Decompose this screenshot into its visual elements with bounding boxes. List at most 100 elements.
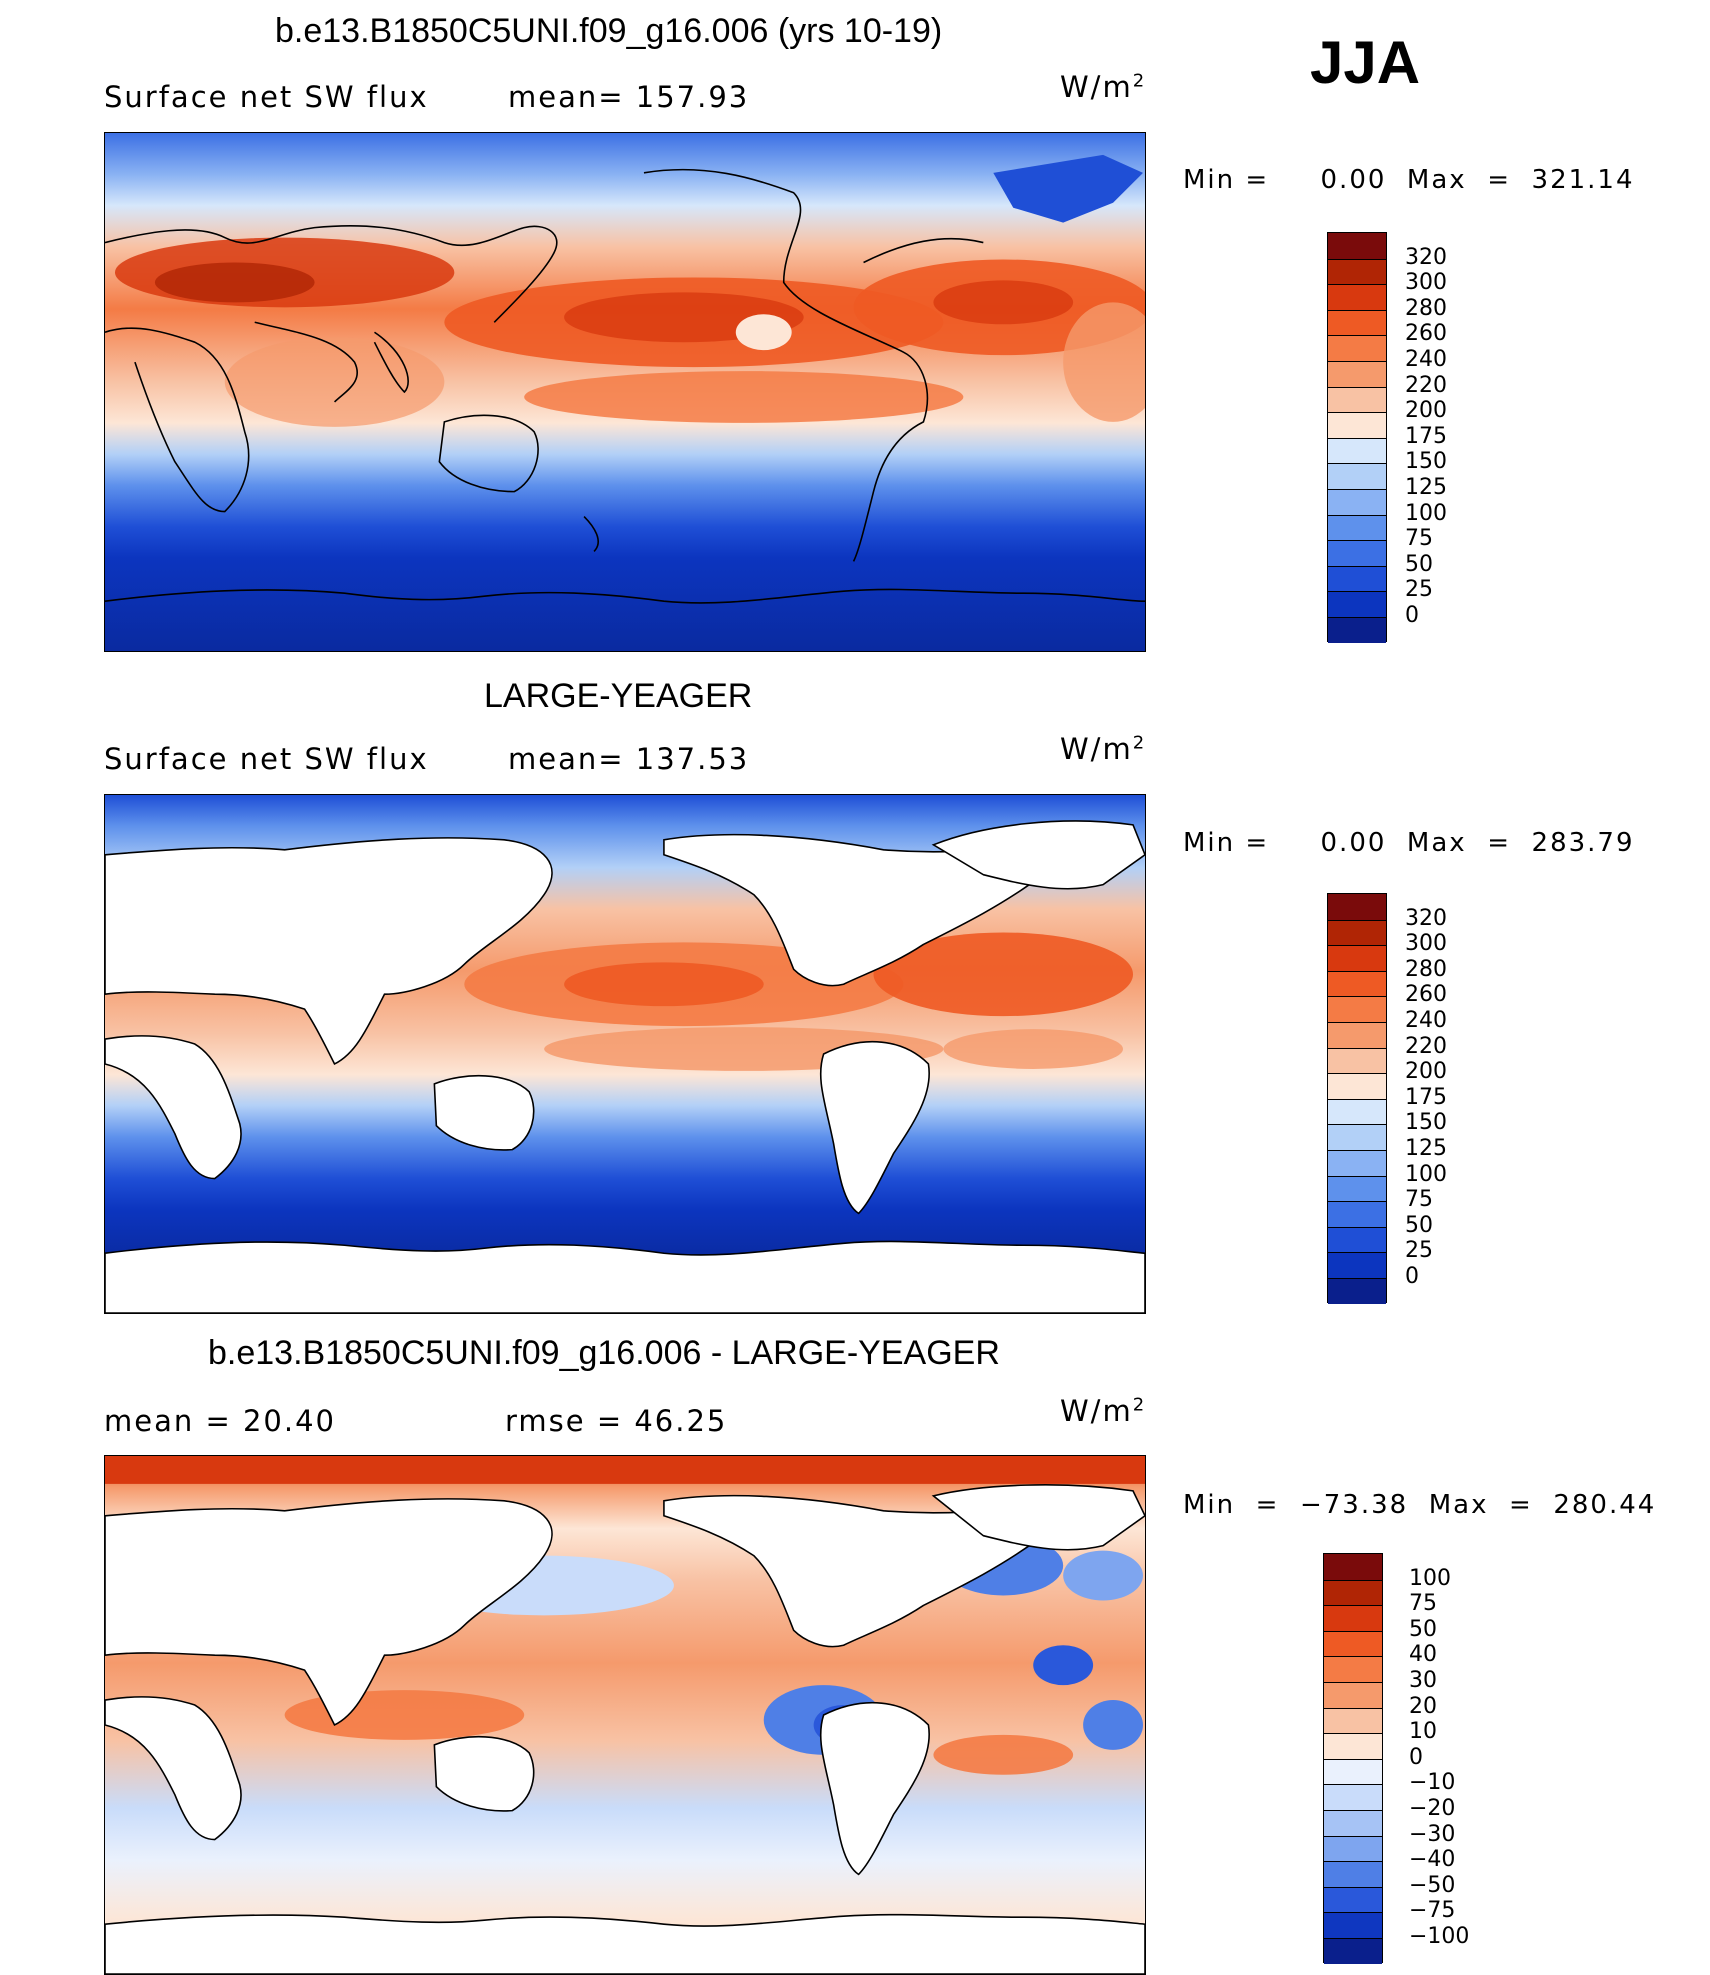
panel-3-units: W/m2 xyxy=(1060,1394,1147,1428)
panel-1-mean-label: mean= 157.93 xyxy=(508,80,750,114)
colorbar-box xyxy=(1328,1073,1386,1099)
colorbar-tick-label: 280 xyxy=(1405,956,1447,982)
colorbar-tick-label: −30 xyxy=(1409,1821,1456,1847)
colorbar-box xyxy=(1324,1656,1382,1682)
panel-1-units: W/m2 xyxy=(1060,70,1147,104)
colorbar-tick-label: 240 xyxy=(1405,347,1447,372)
panel-2-units: W/m2 xyxy=(1060,732,1147,766)
colorbar-box xyxy=(1328,386,1386,413)
colorbar-tick-label: 175 xyxy=(1405,423,1447,449)
colorbar-tick-label: 0 xyxy=(1405,603,1419,628)
panel-3-minmax: Min = −73.38 Max = 280.44 xyxy=(1183,1490,1657,1520)
colorbar-tick-label: 300 xyxy=(1405,270,1447,296)
colorbar-box xyxy=(1328,565,1386,592)
colorbar-tick-label: 280 xyxy=(1405,295,1447,321)
colorbar-tick-label: 30 xyxy=(1409,1668,1437,1693)
colorbar-tick-label: 300 xyxy=(1405,931,1447,957)
colorbar-box xyxy=(1328,488,1386,515)
colorbar-tick-label: −40 xyxy=(1409,1847,1456,1873)
panel-3-title: b.e13.B1850C5UNI.f09_g16.006 - LARGE-YEA… xyxy=(208,1334,1000,1372)
colorbar-box xyxy=(1328,335,1386,361)
colorbar-tick-label: 220 xyxy=(1405,372,1447,398)
colorbar-tick-label: 0 xyxy=(1405,1264,1419,1289)
colorbar-tick-label: 200 xyxy=(1405,398,1447,424)
colorbar-box xyxy=(1324,1937,1382,1964)
colorbar-tick-label: 100 xyxy=(1405,1161,1447,1187)
colorbar-tick-label: 75 xyxy=(1409,1591,1437,1617)
colorbar-box xyxy=(1324,1784,1382,1810)
panel-1-variable-label: Surface net SW flux xyxy=(104,80,429,114)
colorbar-tick-label: 200 xyxy=(1405,1059,1447,1085)
panel-3-map xyxy=(104,1455,1146,1975)
colorbar-tick-label: 260 xyxy=(1405,982,1447,1008)
colorbar-tick-label: 25 xyxy=(1405,1238,1433,1264)
colorbar-tick-label: 125 xyxy=(1405,475,1447,500)
panel-1-colorbar xyxy=(1327,232,1387,643)
panel-2-colorbar xyxy=(1327,893,1387,1304)
colorbar-tick-label: 320 xyxy=(1405,905,1447,931)
colorbar-box xyxy=(1328,1201,1386,1227)
colorbar-tick-label: 100 xyxy=(1405,500,1447,526)
panel-1-title: b.e13.B1850C5UNI.f09_g16.006 (yrs 10-19) xyxy=(275,12,943,50)
colorbar-tick-label: 0 xyxy=(1409,1744,1423,1770)
colorbar-box xyxy=(1328,970,1386,997)
panel-1-map-svg xyxy=(105,133,1145,651)
colorbar-tick-label: 260 xyxy=(1405,321,1447,347)
colorbar-tick-label: 50 xyxy=(1409,1616,1437,1642)
colorbar-box xyxy=(1328,1098,1386,1125)
colorbar-tick-label: 50 xyxy=(1405,551,1433,577)
colorbar-tick-label: 125 xyxy=(1405,1136,1447,1161)
panel-2-map-svg xyxy=(105,795,1145,1313)
colorbar-tick-label: 240 xyxy=(1405,1008,1447,1033)
panel-2-variable-label: Surface net SW flux xyxy=(104,742,429,776)
colorbar-box xyxy=(1324,1733,1382,1759)
colorbar-tick-label: 150 xyxy=(1405,449,1447,475)
colorbar-tick-label: −20 xyxy=(1409,1796,1456,1821)
colorbar-box xyxy=(1328,258,1386,285)
panel-2-map xyxy=(104,794,1146,1314)
colorbar-tick-label: −100 xyxy=(1409,1924,1470,1949)
colorbar-box xyxy=(1328,919,1386,946)
colorbar-tick-label: −10 xyxy=(1409,1770,1456,1796)
colorbar-box xyxy=(1328,616,1386,643)
colorbar-tick-label: 40 xyxy=(1409,1642,1437,1668)
colorbar-box xyxy=(1324,1579,1382,1606)
colorbar-box xyxy=(1324,1886,1382,1913)
colorbar-box xyxy=(1328,1021,1386,1048)
colorbar-tick-label: 20 xyxy=(1409,1693,1437,1719)
colorbar-box xyxy=(1328,1277,1386,1304)
colorbar-box xyxy=(1324,1809,1382,1836)
colorbar-tick-label: 10 xyxy=(1409,1719,1437,1745)
colorbar-box xyxy=(1324,1758,1382,1785)
colorbar-tick-label: 150 xyxy=(1405,1110,1447,1136)
colorbar-tick-label: 50 xyxy=(1405,1212,1433,1238)
colorbar-box xyxy=(1328,894,1386,920)
colorbar-box xyxy=(1328,309,1386,336)
panel-3-mean-label: mean = 20.40 xyxy=(104,1404,336,1438)
colorbar-box xyxy=(1324,1605,1382,1631)
colorbar-box xyxy=(1328,1149,1386,1176)
colorbar-box xyxy=(1328,463,1386,489)
panel-3-rmse-label: rmse = 46.25 xyxy=(505,1404,728,1438)
colorbar-tick-label: 75 xyxy=(1405,526,1433,552)
colorbar-tick-label: 320 xyxy=(1405,244,1447,270)
colorbar-box xyxy=(1328,996,1386,1022)
panel-2-mean-label: mean= 137.53 xyxy=(508,742,750,776)
panel-1-map xyxy=(104,132,1146,652)
colorbar-box xyxy=(1328,1252,1386,1278)
colorbar-box xyxy=(1328,540,1386,566)
colorbar-box xyxy=(1328,1175,1386,1202)
colorbar-box xyxy=(1328,1047,1386,1074)
panel-2-minmax: Min = 0.00 Max = 283.79 xyxy=(1183,828,1635,858)
colorbar-tick-label: 175 xyxy=(1405,1084,1447,1110)
colorbar-box xyxy=(1324,1630,1382,1657)
colorbar-box xyxy=(1324,1681,1382,1708)
colorbar-box xyxy=(1328,412,1386,438)
colorbar-box xyxy=(1328,233,1386,259)
panel-3-map-svg xyxy=(105,1456,1145,1974)
colorbar-box xyxy=(1328,945,1386,971)
colorbar-box xyxy=(1324,1912,1382,1938)
colorbar-tick-label: 25 xyxy=(1405,577,1433,603)
colorbar-tick-label: 75 xyxy=(1405,1187,1433,1213)
colorbar-box xyxy=(1328,360,1386,387)
